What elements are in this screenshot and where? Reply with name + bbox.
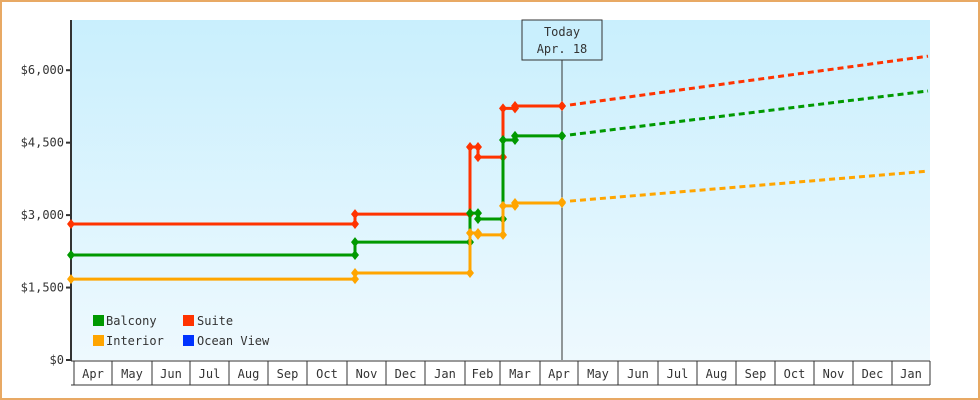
data-point[interactable] — [511, 100, 519, 111]
data-point[interactable] — [351, 268, 359, 279]
legend-swatch-interior — [93, 335, 104, 346]
x-tick-label: Nov — [356, 367, 378, 381]
data-point[interactable] — [474, 152, 482, 163]
x-tick-label: Jan — [434, 367, 456, 381]
data-point[interactable] — [466, 227, 474, 238]
x-tick-label: Dec — [395, 367, 417, 381]
today-date: Apr. 18 — [537, 42, 588, 56]
x-axis-months: Apr May Jun Jul Aug Sep Oct Nov Dec Jan Feb Mar Apr M… — [71, 360, 931, 386]
x-tick-label: Dec — [862, 367, 884, 381]
legend-swatch-ocean-view — [183, 335, 194, 346]
x-tick-label: Mar — [509, 367, 531, 381]
legend-item-ocean-view[interactable]: Ocean View — [183, 334, 270, 348]
data-point[interactable] — [511, 198, 519, 209]
data-point[interactable] — [351, 209, 359, 220]
series-balcony — [67, 89, 929, 260]
x-tick-label: Jun — [627, 367, 649, 381]
y-tick-label: $1,500 — [21, 281, 64, 295]
x-tick-label: Apr — [82, 367, 104, 381]
x-tick-label: May — [587, 367, 609, 381]
x-tick-label: Apr — [548, 367, 570, 381]
x-tick-label: Nov — [823, 367, 845, 381]
projection-line — [569, 89, 929, 137]
today-marker: Today Apr. 18 — [521, 19, 603, 360]
legend-label-ocean-view: Ocean View — [197, 334, 270, 348]
chart-legend: Balcony Suite Interior Ocean View — [93, 314, 270, 348]
legend-label-suite: Suite — [197, 314, 233, 328]
data-point[interactable] — [511, 130, 519, 141]
x-tick-label: Jan — [900, 367, 922, 381]
data-point[interactable] — [558, 197, 566, 208]
data-point[interactable] — [67, 219, 75, 230]
y-tick-label: $6,000 — [21, 63, 64, 77]
data-point[interactable] — [466, 208, 474, 219]
legend-label-balcony: Balcony — [106, 314, 157, 328]
x-tick-label: May — [121, 367, 143, 381]
x-tick-label: Feb — [472, 367, 494, 381]
data-point[interactable] — [499, 103, 507, 114]
data-point[interactable] — [474, 213, 482, 224]
y-tick-label: $3,000 — [21, 208, 64, 222]
data-point[interactable] — [499, 200, 507, 211]
x-tick-label: Oct — [316, 367, 338, 381]
data-point[interactable] — [67, 274, 75, 285]
x-tick-label: Aug — [706, 367, 728, 381]
data-point[interactable] — [558, 100, 566, 111]
x-tick-label: Aug — [238, 367, 260, 381]
x-tick-label: Oct — [784, 367, 806, 381]
y-tick-label: $0 — [50, 353, 64, 367]
legend-item-balcony[interactable]: Balcony — [93, 314, 157, 328]
plot-area — [71, 20, 930, 360]
y-axis-ticks: $0 $1,500 $3,000 $4,500 $6,000 — [21, 63, 71, 367]
legend-swatch-balcony — [93, 315, 104, 326]
projection-line — [569, 54, 929, 107]
data-point[interactable] — [558, 130, 566, 141]
data-point[interactable] — [67, 249, 75, 260]
x-tick-label: Jul — [199, 367, 221, 381]
data-point[interactable] — [474, 229, 482, 240]
today-label: Today — [544, 25, 580, 39]
series-layer — [67, 54, 929, 285]
legend-label-interior: Interior — [106, 334, 164, 348]
data-point[interactable] — [351, 237, 359, 248]
series-interior — [67, 169, 929, 285]
legend-item-interior[interactable]: Interior — [93, 334, 164, 348]
legend-item-suite[interactable]: Suite — [183, 314, 233, 328]
x-tick-label: Sep — [745, 367, 767, 381]
x-tick-label: Jun — [160, 367, 182, 381]
data-point[interactable] — [466, 141, 474, 152]
data-point[interactable] — [499, 134, 507, 145]
legend-swatch-suite — [183, 315, 194, 326]
x-tick-label: Jul — [667, 367, 689, 381]
y-tick-label: $4,500 — [21, 136, 64, 150]
x-tick-label: Sep — [277, 367, 299, 381]
